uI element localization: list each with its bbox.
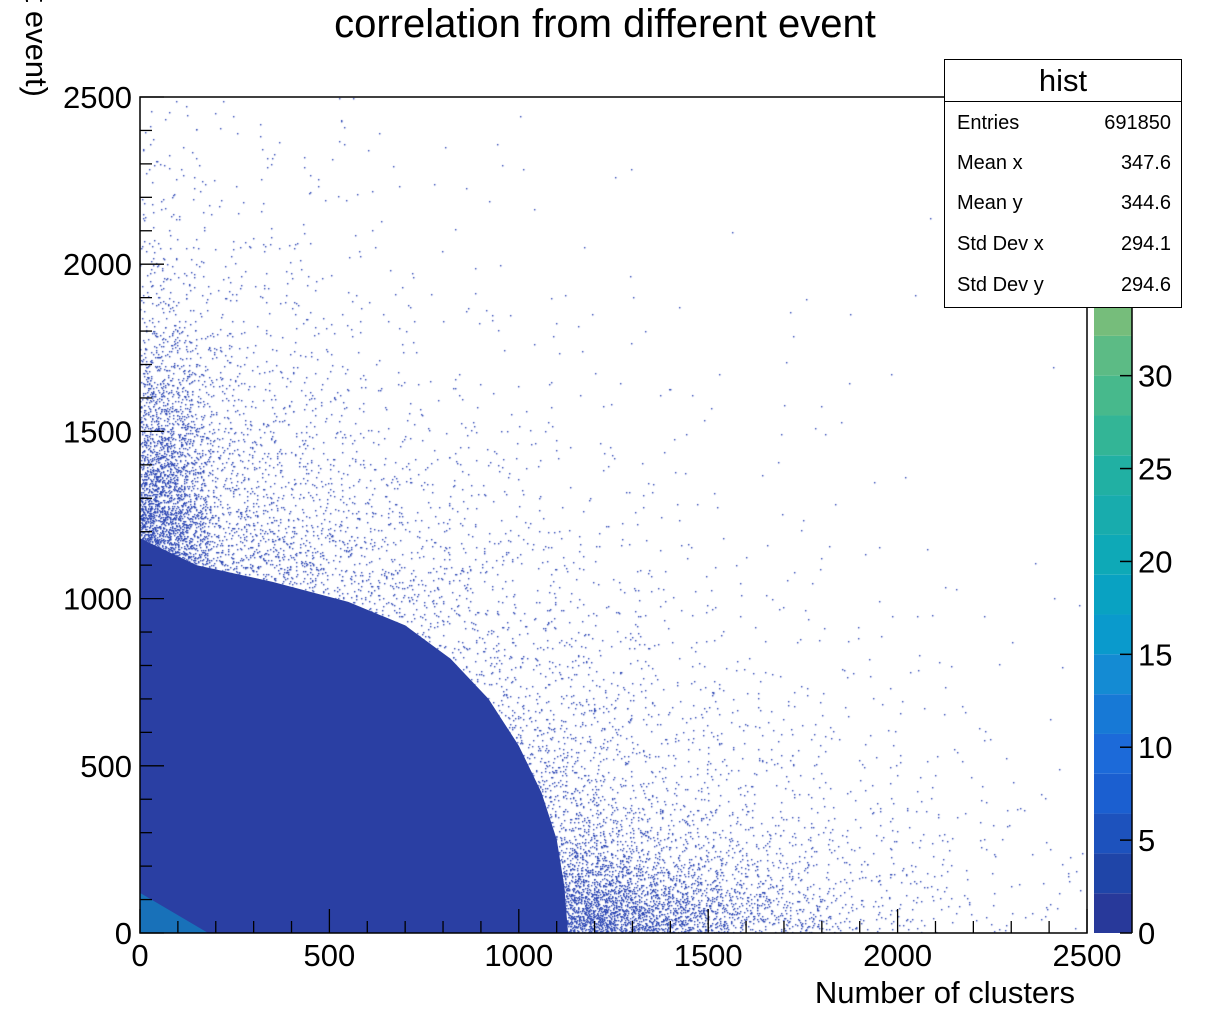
x-tick-label: 500 xyxy=(304,938,356,973)
stat-value: 691850 xyxy=(1104,112,1171,134)
palette-band xyxy=(1094,455,1132,496)
stat-value: 344.6 xyxy=(1120,192,1171,214)
palette-tick-label: 25 xyxy=(1138,452,1172,487)
palette-band xyxy=(1094,415,1132,456)
stat-row-mean-y: Mean y 344.6 xyxy=(945,182,1181,222)
palette-band xyxy=(1094,773,1132,814)
palette-band xyxy=(1094,813,1132,854)
palette-band xyxy=(1094,534,1132,575)
palette-band xyxy=(1094,733,1132,774)
tick-labels: 0 500 1000 1500 2000 2500 0 500 1000 1500 2000 2500… xyxy=(19,0,1121,1010)
hot-corner xyxy=(140,892,209,933)
palette-band xyxy=(1094,495,1132,535)
y-tick-label: 2000 xyxy=(63,247,132,282)
palette-band xyxy=(1094,574,1132,615)
stat-value: 347.6 xyxy=(1120,152,1171,174)
stat-row-mean-x: Mean x 347.6 xyxy=(945,142,1181,182)
palette-band xyxy=(1094,335,1132,376)
palette-band xyxy=(1094,853,1132,894)
palette-band xyxy=(1094,893,1132,933)
x-tick-label: 2000 xyxy=(863,938,932,973)
stats-title: hist xyxy=(945,60,1181,102)
y-tick-label: 500 xyxy=(80,749,132,784)
x-tick-label: 1500 xyxy=(674,938,743,973)
stat-row-std-dev-x: Std Dev x 294.1 xyxy=(945,223,1181,263)
stat-label: Mean x xyxy=(957,152,1023,174)
stat-row-entries: Entries 691850 xyxy=(945,102,1181,142)
stat-label: Std Dev x xyxy=(957,233,1044,255)
palette-band xyxy=(1094,375,1132,416)
tick-marks xyxy=(139,96,1088,934)
x-tick-label: 0 xyxy=(131,938,148,973)
stat-value: 294.1 xyxy=(1120,233,1171,255)
palette-tick-label: 10 xyxy=(1138,730,1172,765)
palette-band xyxy=(1094,654,1132,695)
palette-band xyxy=(1094,694,1132,734)
y-axis-label: Number of clusters (next event) xyxy=(19,0,54,97)
stat-label: Entries xyxy=(957,112,1020,134)
y-tick-label: 1500 xyxy=(63,414,132,449)
y-tick-label: 1000 xyxy=(63,582,132,617)
axes xyxy=(139,96,1088,934)
chart-title: correlation from different event xyxy=(334,2,876,46)
dense-region xyxy=(140,538,568,933)
stat-label: Std Dev y xyxy=(957,274,1044,296)
plot-frame xyxy=(139,96,1088,934)
x-tick-label: 2500 xyxy=(1053,938,1122,973)
palette-band xyxy=(1094,614,1132,655)
x-tick-label: 1000 xyxy=(484,938,553,973)
stats-box: hist Entries 691850 Mean x 347.6 Mean y … xyxy=(944,59,1182,308)
dense-region-layer xyxy=(140,538,568,933)
stat-row-std-dev-y: Std Dev y 294.6 xyxy=(945,264,1181,304)
palette-tick-label: 15 xyxy=(1138,637,1172,672)
palette-tick-label: 20 xyxy=(1138,544,1172,579)
y-tick-label: 0 xyxy=(115,916,132,951)
palette-tick-label: 30 xyxy=(1138,359,1172,394)
y-tick-label: 2500 xyxy=(63,80,132,115)
stat-label: Mean y xyxy=(957,192,1023,214)
x-axis-label: Number of clusters xyxy=(815,975,1075,1010)
palette-tick-label: 5 xyxy=(1138,823,1155,858)
stat-value: 294.6 xyxy=(1120,274,1171,296)
palette-tick-label: 0 xyxy=(1138,916,1155,951)
